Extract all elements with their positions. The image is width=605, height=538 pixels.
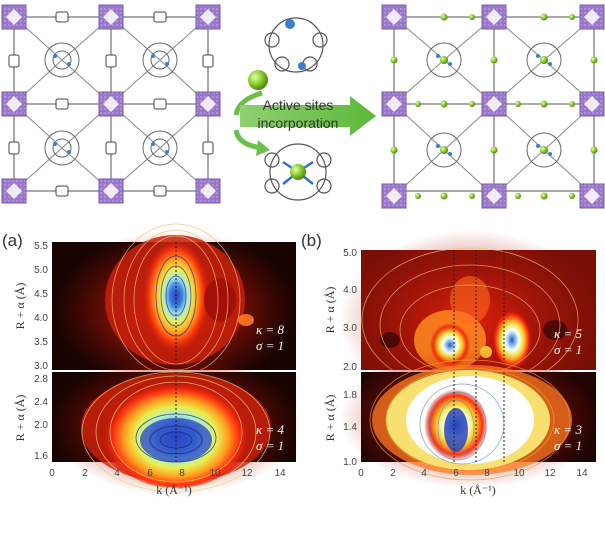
sigma-b-lower: σ = 1 <box>554 438 582 453</box>
ylabel-a-upper: R + α (Å) <box>13 283 27 330</box>
xtick: 4 <box>114 468 120 479</box>
xtick: 14 <box>576 468 588 479</box>
xtick: 12 <box>544 468 556 479</box>
panel-a-label: (a) <box>2 231 23 250</box>
xtick: 6 <box>453 468 459 479</box>
sigma-a-lower: σ = 1 <box>256 438 284 453</box>
free-porphyrin-ligand <box>264 17 328 73</box>
ytick: 2.0 <box>343 362 357 373</box>
kappa-b-upper: κ = 5 <box>554 326 583 341</box>
ytick: 1.4 <box>343 422 357 433</box>
ytick: 2.0 <box>34 420 48 431</box>
panel-b-upper-yaxis: 2.0 3.0 4.0 5.0 R + α (Å) <box>323 248 357 373</box>
ytick: 1.6 <box>34 451 48 462</box>
ytick: 2.8 <box>34 374 48 385</box>
ytick: 4.0 <box>34 313 48 324</box>
ytick: 3.0 <box>34 361 48 372</box>
ytick: 5.0 <box>34 265 48 276</box>
sigma-a-upper: σ = 1 <box>256 338 284 353</box>
ytick: 1.0 <box>343 457 357 468</box>
mof-framework-left <box>1 4 221 204</box>
xtick: 6 <box>147 468 153 479</box>
xtick: 2 <box>82 468 88 479</box>
kappa-a-lower: κ = 4 <box>256 422 285 437</box>
xtick: 10 <box>513 468 525 479</box>
ytick: 4.0 <box>343 285 357 296</box>
ytick: 5.0 <box>343 248 357 259</box>
mof-framework-right <box>381 4 605 209</box>
ytick: 2.4 <box>34 397 48 408</box>
xtick: 0 <box>358 468 364 479</box>
sigma-b-upper: σ = 1 <box>554 342 582 357</box>
ytick: 3.0 <box>343 323 357 334</box>
metalated-porphyrin <box>264 143 332 201</box>
xtick: 8 <box>179 468 185 479</box>
xtick: 14 <box>274 468 286 479</box>
ytick: 3.5 <box>34 337 48 348</box>
active-sites-text-line1: Active sites <box>263 97 334 113</box>
xtick: 8 <box>484 468 490 479</box>
panel-b-xaxis: 0 2 4 6 8 10 12 14 k (Å⁻¹) <box>358 468 588 497</box>
xtick: 10 <box>209 468 221 479</box>
panel-b-lower-heatmap: κ = 3 σ = 1 <box>340 348 600 488</box>
xtick: 2 <box>390 468 396 479</box>
panel-a-xaxis: 0 2 4 6 8 10 12 14 k (Å⁻¹) <box>49 468 286 497</box>
panel-b-label: (b) <box>301 231 322 250</box>
ylabel-b-lower: R + α (Å) <box>323 395 337 442</box>
panel-b-lower-yaxis: 1.0 1.4 1.8 R + α (Å) <box>323 390 357 468</box>
xlabel-a: k (Å⁻¹) <box>156 483 192 497</box>
xlabel-b: k (Å⁻¹) <box>460 483 496 497</box>
ylabel-b-upper: R + α (Å) <box>323 287 337 334</box>
process-arrow <box>240 96 376 136</box>
ytick: 5.5 <box>34 241 48 252</box>
xtick: 4 <box>421 468 427 479</box>
active-sites-text-line2: incorporation <box>258 115 339 131</box>
kappa-a-upper: κ = 8 <box>256 322 285 337</box>
ytick: 1.8 <box>343 390 357 401</box>
ytick: 4.5 <box>34 289 48 300</box>
panel-a-upper-yaxis: 3.0 3.5 4.0 4.5 5.0 5.5 R + α (Å) <box>13 241 48 372</box>
metal-atom-ball <box>248 70 268 90</box>
xtick: 0 <box>49 468 55 479</box>
panel-a-upper-heatmap: κ = 8 σ = 1 <box>52 223 296 390</box>
ylabel-a-lower: R + α (Å) <box>13 395 27 442</box>
xtick: 12 <box>241 468 253 479</box>
panel-a-lower-heatmap: κ = 4 σ = 1 <box>50 355 300 495</box>
curve-arrowhead <box>256 140 270 156</box>
kappa-b-lower: κ = 3 <box>554 422 583 437</box>
panel-a-lower-yaxis: 1.6 2.0 2.4 2.8 R + α (Å) <box>13 374 48 462</box>
curve-arrow-top <box>233 90 263 116</box>
